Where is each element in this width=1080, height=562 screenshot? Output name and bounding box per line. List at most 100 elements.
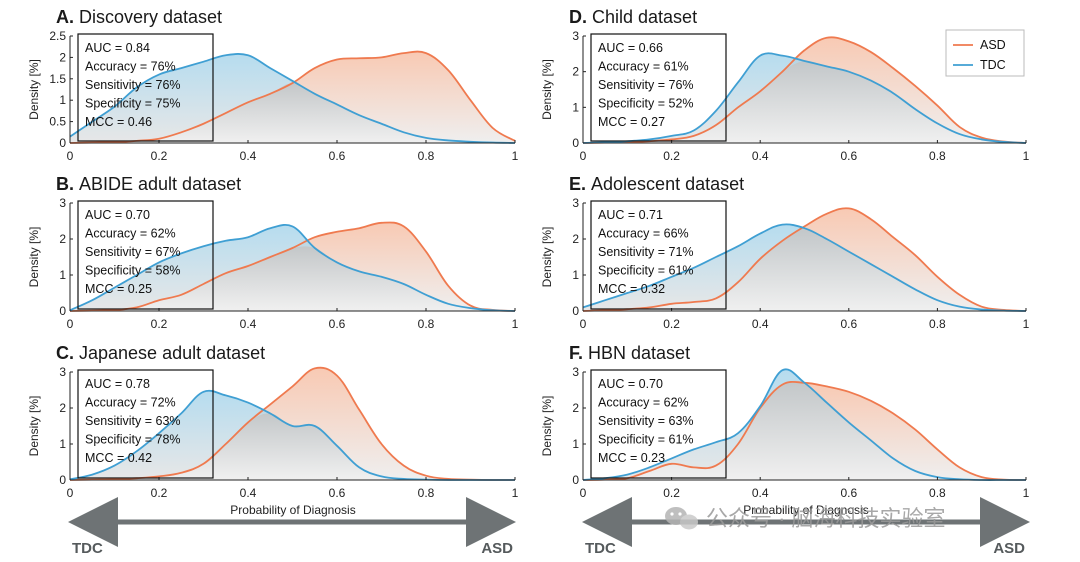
x-tick-label: 0.8 [418,486,435,500]
y-tick-label: 1 [59,437,66,451]
y-tick-label: 3 [572,196,579,210]
y-axis-label: Density [%] [540,227,554,288]
x-tick-label: 0.4 [752,317,769,331]
stat-line: Specificity = 52% [598,97,694,111]
y-tick-label: 1 [59,268,66,282]
x-tick-label: 0.6 [329,149,346,163]
legend-tdc-label: TDC [980,58,1006,72]
y-tick-label: 0 [572,136,579,150]
tdc-line [69,53,516,144]
y-tick-label: 2 [59,232,66,246]
x-tick-label: 0.4 [240,317,257,331]
stat-line: Specificity = 78% [85,433,181,447]
panel-f: F. HBN dataset 0 0.2 0.4 0.6 0.8 1 0 1 2 3 Density [… [540,343,1030,500]
x-tick-label: 0.4 [240,486,257,500]
panel-letter: F. [569,343,583,363]
y-tick-label: 2 [59,401,66,415]
x-tick-label: 1 [512,149,519,163]
tdc-line [582,223,1027,312]
y-tick-label: 0 [572,304,579,318]
stat-line: MCC = 0.42 [85,451,152,465]
stats-box [77,369,214,479]
stat-line: AUC = 0.70 [85,208,150,222]
stat-line: Sensitivity = 67% [85,245,181,259]
asd-line [582,207,1027,312]
x-tick-label: 0 [67,149,74,163]
x-tick-label: 0.2 [663,317,680,331]
stat-line: Accuracy = 76% [85,60,176,74]
x-tick-label: 0 [67,317,74,331]
footer-left-tdc-label: TDC [72,540,103,557]
legend-asd-label: ASD [980,38,1006,52]
y-tick-label: 0 [59,136,66,150]
y-tick-label: 3 [59,196,66,210]
panel-title: D. Child dataset [569,7,697,27]
stat-line: Specificity = 58% [85,264,181,278]
x-tick-label: 0.4 [240,149,257,163]
y-tick-label: 2 [572,401,579,415]
x-tick-label: 0.6 [840,149,857,163]
footer-right-tdc-label: TDC [585,540,616,557]
stat-line: Accuracy = 66% [598,227,689,241]
y-tick-label: 0.5 [49,115,66,129]
overlap-area [70,83,515,143]
y-tick-label: 2 [59,50,66,64]
y-tick-label: 1 [572,268,579,282]
stat-line: Specificity = 61% [598,433,694,447]
stat-line: MCC = 0.23 [598,451,665,465]
footer-left-asd-label: ASD [481,540,513,557]
y-tick-label: 2 [572,232,579,246]
x-axis-label-right: Probability of Diagnosis [743,503,868,517]
panel-name: HBN dataset [588,343,690,363]
wechat-icon [665,507,698,530]
y-tick-label: 1 [59,93,66,107]
panel-name: Child dataset [592,7,697,27]
panel-b: B. ABIDE adult dataset 0 0.2 0.4 0.6 0.8 1 0 1 2 3 D… [27,174,519,331]
panel-letter: E. [569,174,586,194]
stat-line: Accuracy = 61% [598,60,689,74]
x-tick-label: 0.2 [151,149,168,163]
y-tick-label: 1 [572,100,579,114]
x-tick-label: 1 [1023,486,1030,500]
footer-right-asd-label: ASD [993,540,1025,557]
y-tick-label: 2.5 [49,29,66,43]
x-tick-label: 0 [580,317,587,331]
x-tick-label: 0.2 [151,317,168,331]
x-tick-label: 0.6 [840,486,857,500]
x-tick-label: 0.8 [929,486,946,500]
stats-box [590,33,727,142]
y-tick-label: 2 [572,65,579,79]
stat-line: Accuracy = 72% [85,396,176,410]
panel-a: A. Discovery dataset 0 0.2 0.4 0.6 0.8 1 0 0.5 1 1.… [27,7,519,163]
stat-line: MCC = 0.46 [85,115,152,129]
x-tick-label: 1 [1023,149,1030,163]
stat-line: MCC = 0.25 [85,282,152,296]
stats-box [590,200,727,310]
stat-line: Specificity = 61% [598,264,694,278]
stat-line: AUC = 0.78 [85,377,150,391]
x-tick-label: 1 [512,317,519,331]
y-tick-label: 0 [59,473,66,487]
overlap-area [583,60,1026,143]
overlap-area [70,413,515,481]
stat-line: Accuracy = 62% [598,396,689,410]
asd-line [69,221,516,312]
x-tick-label: 0.2 [663,149,680,163]
x-tick-label: 0 [580,486,587,500]
x-tick-label: 0.6 [840,317,857,331]
panel-letter: D. [569,7,587,27]
stat-line: MCC = 0.32 [598,282,665,296]
x-tick-label: 0.8 [929,317,946,331]
stat-line: AUC = 0.70 [598,377,663,391]
panel-d: D. Child dataset 0 0.2 0.4 0.6 0.8 1 0 1 2 3 Density… [540,7,1030,163]
y-tick-label: 3 [572,365,579,379]
panel-title: C. Japanese adult dataset [56,343,265,363]
stat-line: MCC = 0.27 [598,115,665,129]
panel-name: ABIDE adult dataset [79,174,241,194]
y-tick-label: 0 [572,473,579,487]
tdc-line [69,223,516,312]
stat-line: Sensitivity = 76% [85,78,181,92]
y-tick-label: 1.5 [49,72,66,86]
footer-left-axis: TDC ASD [68,497,516,557]
